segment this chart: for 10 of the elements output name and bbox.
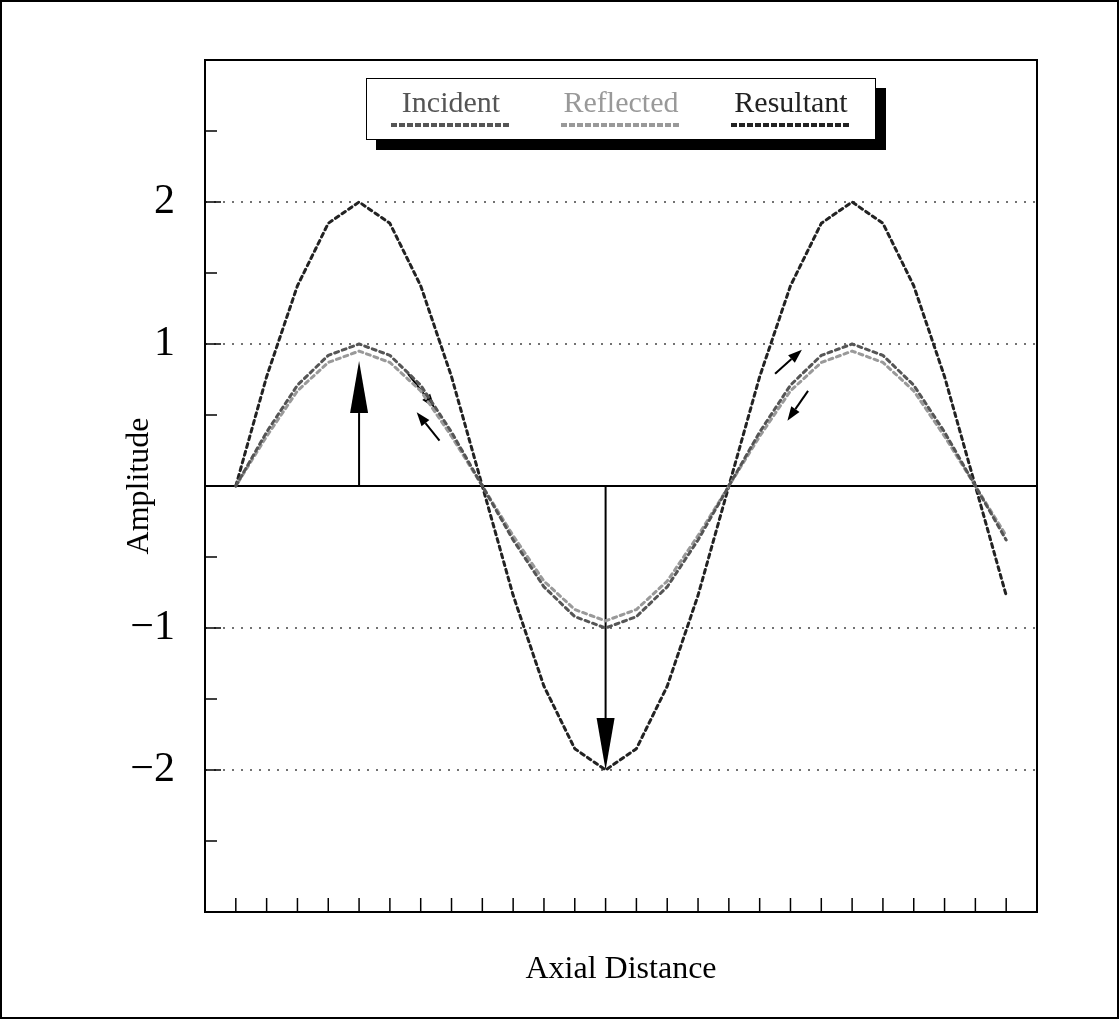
y-tick-label: 2 xyxy=(154,176,175,223)
y-axis-title: Amplitude xyxy=(119,417,156,555)
y-tick-label: −1 xyxy=(130,602,175,649)
x-axis-title: Axial Distance xyxy=(525,949,717,986)
text: Reflected xyxy=(563,85,679,119)
y-tick-label: −2 xyxy=(130,744,175,791)
y-tick-label: 1 xyxy=(154,318,175,365)
line-series xyxy=(234,200,1008,772)
text: Incident xyxy=(401,85,501,119)
text: Resultant xyxy=(734,85,848,119)
